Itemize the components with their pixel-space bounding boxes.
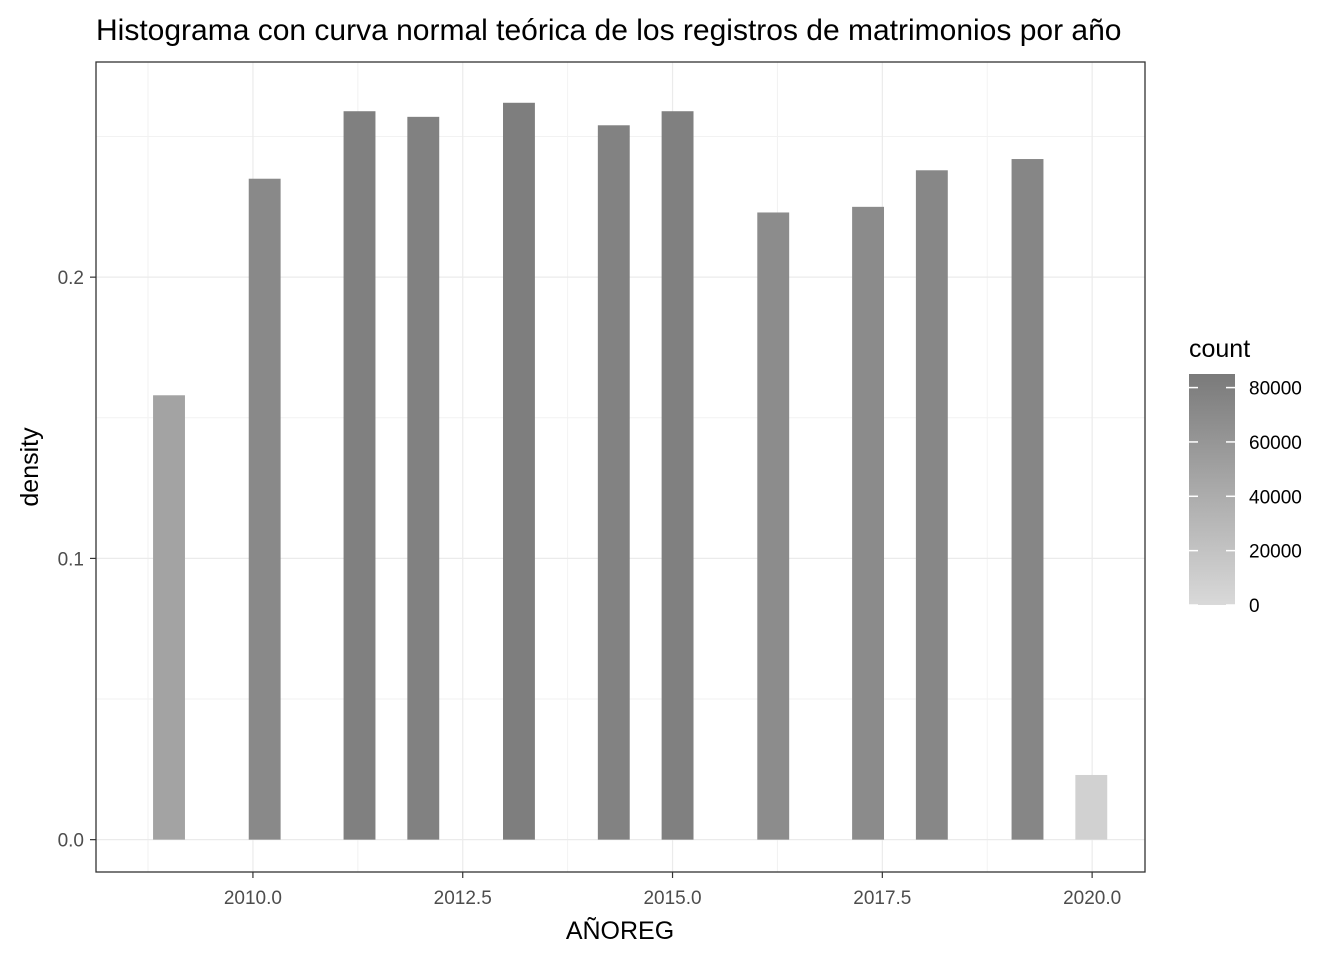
histogram-bar [597, 125, 630, 840]
x-tick-label: 2017.5 [853, 888, 911, 909]
legend-break-label: 40000 [1249, 487, 1302, 508]
count-legend: count 0 20000 40000 60000 80000 [1189, 335, 1302, 617]
legend-title: count [1189, 335, 1250, 363]
y-tick-label: 0.1 [58, 549, 84, 570]
histogram-bar [915, 170, 948, 840]
histogram-bar [503, 102, 535, 840]
legend-break-label: 20000 [1249, 542, 1302, 563]
plot-panel: 2010.0 2012.5 2015.0 2017.5 2020.0 0.0 0.1 0.2 [58, 61, 1146, 909]
x-tick-label: 2010.0 [224, 888, 282, 909]
legend-break-label: 60000 [1249, 433, 1302, 454]
chart-title: Histograma con curva normal teórica de l… [96, 14, 1121, 47]
x-tick-label: 2012.5 [434, 888, 492, 909]
legend-colorbar [1189, 374, 1235, 605]
panel-border [95, 61, 1146, 873]
histogram-bar [153, 395, 185, 840]
x-axis-title: AÑOREG [566, 916, 674, 945]
x-tick-label: 2020.0 [1063, 888, 1121, 909]
histogram-bar [1075, 774, 1108, 840]
histogram-bar [407, 116, 440, 840]
legend-break-label: 80000 [1249, 379, 1302, 400]
histogram-bar [343, 111, 376, 840]
histogram-bar [248, 178, 281, 840]
histogram-bar [757, 212, 790, 840]
y-tick-label: 0.2 [58, 268, 84, 289]
legend-break-label: 0 [1249, 596, 1260, 617]
y-tick-label: 0.0 [58, 831, 84, 852]
histogram-bar [661, 111, 694, 840]
histogram-bar [1011, 159, 1044, 840]
y-axis-title: density [16, 427, 44, 507]
x-tick-label: 2015.0 [643, 888, 701, 909]
histogram-bar [852, 206, 885, 840]
